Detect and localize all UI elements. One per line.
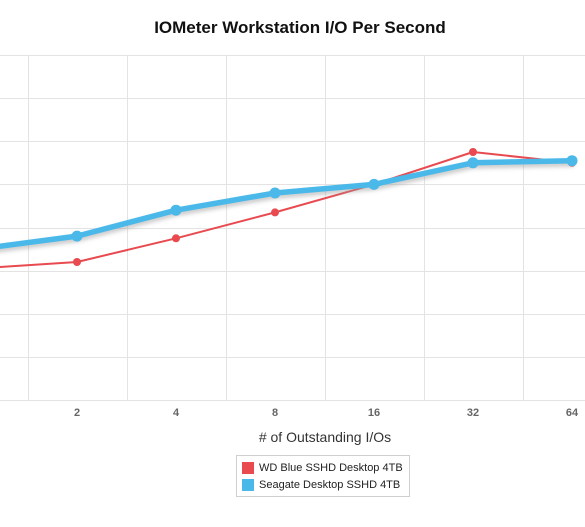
data-point-seagate-desktop-sshd-4tb[interactable] [566, 155, 578, 167]
series-shadow-seagate-desktop-sshd-4tb [0, 160, 575, 252]
x-tick-label: 16 [368, 407, 380, 419]
chart-title: IOMeter Workstation I/O Per Second [154, 18, 446, 37]
data-point-seagate-desktop-sshd-4tb[interactable] [71, 230, 83, 242]
legend-label-seagate: Seagate Desktop SSHD 4TB [259, 478, 401, 491]
data-point-wd-blue-sshd-desktop-4tb[interactable] [271, 208, 279, 217]
x-tick-label: 2 [74, 407, 80, 419]
legend-item-seagate[interactable]: Seagate Desktop SSHD 4TB [242, 476, 404, 493]
grid-layer [0, 55, 585, 401]
x-tick-label: 32 [467, 407, 479, 419]
x-axis-label: # of Outstanding I/Os [259, 429, 391, 445]
legend-label-wd-blue: WD Blue SSHD Desktop 4TB [259, 461, 403, 474]
data-point-wd-blue-sshd-desktop-4tb[interactable] [73, 258, 81, 266]
chart-legend: WD Blue SSHD Desktop 4TB Seagate Desktop… [236, 455, 410, 497]
legend-swatch-seagate [242, 478, 254, 491]
x-tick-label: 64 [566, 407, 579, 419]
data-point-seagate-desktop-sshd-4tb[interactable] [269, 187, 281, 199]
x-tick-label: 8 [272, 407, 278, 419]
series-line-wd-blue-sshd-desktop-4tb [0, 151, 573, 269]
data-point-wd-blue-sshd-desktop-4tb[interactable] [172, 234, 180, 243]
legend-swatch-wd-blue [242, 461, 254, 474]
x-tick-labels: 2 4 8 16 32 64 [74, 407, 579, 419]
data-point-seagate-desktop-sshd-4tb[interactable] [467, 157, 479, 169]
series-layer [0, 148, 578, 269]
data-point-seagate-desktop-sshd-4tb[interactable] [368, 178, 380, 190]
data-point-seagate-desktop-sshd-4tb[interactable] [170, 204, 182, 216]
x-tick-label: 4 [173, 407, 180, 419]
data-point-wd-blue-sshd-desktop-4tb[interactable] [469, 148, 477, 156]
legend-item-wd-blue[interactable]: WD Blue SSHD Desktop 4TB [242, 459, 404, 476]
series-line-seagate-desktop-sshd-4tb [0, 157, 575, 249]
